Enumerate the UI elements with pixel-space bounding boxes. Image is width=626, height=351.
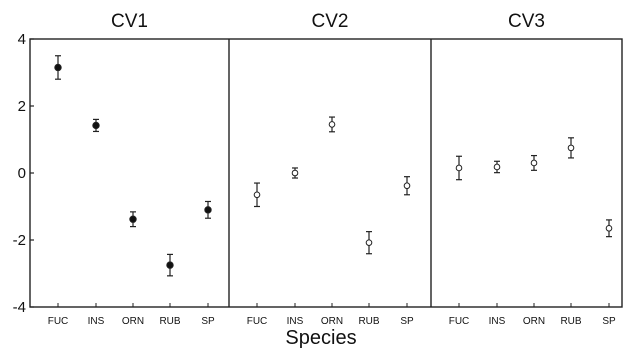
data-point-ins — [291, 167, 299, 179]
point-marker — [365, 239, 373, 246]
y-tick-label: 4 — [18, 31, 26, 48]
point-marker — [530, 159, 538, 167]
data-point-ins — [493, 160, 501, 174]
point-marker — [605, 224, 613, 232]
panel-title: CV3 — [508, 11, 545, 32]
panel-title: CV2 — [312, 11, 349, 32]
panel-cv2: CV2 FUC INS ORN RUB SP — [247, 11, 414, 327]
data-point-sp — [605, 219, 613, 238]
x-tick-label: FUC — [48, 316, 69, 327]
plot-border — [29, 38, 623, 308]
point-marker — [403, 182, 411, 190]
x-tick-label: SP — [602, 316, 616, 327]
point-marker — [92, 121, 100, 130]
x-tick-label: INS — [287, 316, 304, 327]
point-marker — [455, 164, 463, 172]
y-tick-label: 2 — [18, 98, 26, 115]
panel-cv1: CV1 FUC INS ORN RUB SP — [48, 11, 215, 327]
y-tick-label: 0 — [18, 165, 26, 182]
data-point-fuc — [455, 155, 463, 181]
x-tick-label: RUB — [159, 316, 180, 327]
x-tick-label: FUC — [247, 316, 268, 327]
point-marker — [129, 215, 137, 223]
data-point-fuc — [253, 182, 261, 208]
x-tick-label: INS — [88, 316, 105, 327]
y-tick-label: -4 — [13, 299, 26, 316]
y-tick-label: -2 — [13, 232, 26, 249]
panel-title: CV1 — [111, 11, 148, 32]
point-marker — [291, 169, 299, 177]
point-marker — [204, 206, 212, 214]
point-marker — [328, 121, 336, 128]
y-axis: 4 2 0 -2 -4 — [13, 31, 34, 316]
point-marker — [166, 261, 174, 269]
point-marker — [567, 144, 575, 152]
x-tick-label: FUC — [449, 316, 470, 327]
x-tick-label: RUB — [560, 316, 581, 327]
data-point-fuc — [54, 55, 62, 80]
data-point-rub — [166, 253, 174, 277]
x-tick-label: SP — [201, 316, 215, 327]
x-tick-label: ORN — [321, 316, 343, 327]
point-marker — [493, 163, 501, 171]
x-tick-label: SP — [400, 316, 414, 327]
x-axis-label: Species — [285, 327, 356, 349]
point-marker — [54, 63, 62, 72]
point-marker — [253, 191, 261, 199]
plot-frame — [29, 38, 623, 308]
data-point-rub — [365, 231, 373, 255]
data-point-ins — [92, 118, 100, 133]
x-tick-label: ORN — [523, 316, 545, 327]
data-point-sp — [403, 176, 411, 196]
x-tick-label: INS — [489, 316, 506, 327]
data-point-orn — [530, 154, 538, 171]
data-point-orn — [328, 116, 336, 133]
x-tick-label: ORN — [122, 316, 144, 327]
data-point-rub — [567, 137, 575, 159]
data-point-sp — [204, 200, 212, 219]
x-tick-label: RUB — [358, 316, 379, 327]
panel-cv3: CV3 FUC INS ORN RUB SP — [449, 11, 616, 327]
chart-panels: CV1 FUC INS ORN RUB SP CV2 FUC INS ORN RUB SP CV3 FUC… — [48, 11, 616, 327]
data-point-orn — [129, 211, 137, 228]
